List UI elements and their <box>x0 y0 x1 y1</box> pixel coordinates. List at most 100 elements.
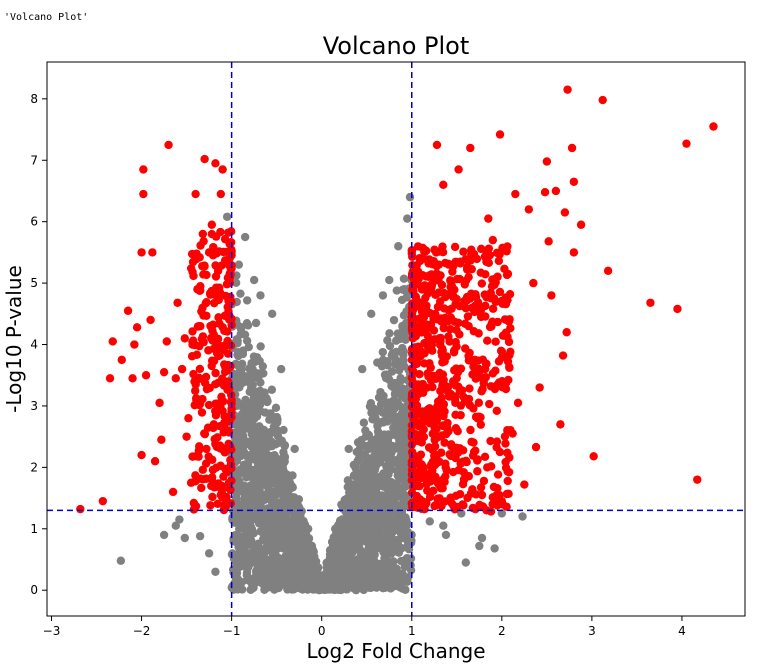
red-density-point <box>213 499 222 508</box>
red-density-point <box>459 392 468 402</box>
gray-density-point <box>284 490 293 499</box>
data-point <box>569 248 579 257</box>
y-tick-label: 7 <box>30 153 38 167</box>
gray-density-point <box>289 531 299 541</box>
red-density-point <box>451 491 461 501</box>
y-tick-label: 8 <box>30 92 38 106</box>
red-density-point <box>458 457 468 466</box>
data-point <box>105 374 115 383</box>
data-point <box>198 229 208 239</box>
data-point <box>159 367 169 377</box>
red-density-point <box>463 493 472 503</box>
red-density-point <box>454 382 463 392</box>
gray-density-point <box>349 471 359 480</box>
red-density-point <box>451 299 460 308</box>
gray-density-point <box>350 485 359 494</box>
data-point <box>682 139 691 148</box>
gray-density-point <box>279 512 288 522</box>
red-density-point <box>202 311 211 320</box>
red-density-point <box>488 493 497 502</box>
gray-density-point <box>232 559 241 568</box>
red-density-point <box>440 304 449 313</box>
gray-density-point <box>345 547 354 557</box>
gray-density-point <box>275 536 285 546</box>
red-density-point <box>493 317 502 327</box>
data-point <box>488 235 498 245</box>
red-density-point <box>438 248 448 257</box>
data-point <box>207 475 217 484</box>
red-density-point <box>201 459 211 468</box>
red-density-point <box>478 355 488 364</box>
red-density-point <box>501 439 510 448</box>
data-point <box>524 205 534 214</box>
red-density-point <box>226 485 235 495</box>
red-density-point <box>196 474 205 483</box>
data-point <box>551 186 561 196</box>
red-density-point <box>226 442 235 451</box>
red-density-point <box>464 351 473 361</box>
red-density-point <box>205 289 215 298</box>
red-density-point <box>188 327 197 336</box>
red-density-point <box>219 472 228 481</box>
x-tick-label: −1 <box>223 624 241 638</box>
data-point <box>180 533 189 543</box>
red-density-point <box>485 399 494 409</box>
red-density-point <box>425 492 435 502</box>
data-point <box>130 340 139 349</box>
data-point <box>195 531 205 541</box>
data-point <box>673 304 682 314</box>
gray-density-point <box>274 471 283 481</box>
red-density-point <box>504 375 513 385</box>
red-density-point <box>497 377 507 386</box>
red-density-point <box>492 406 501 415</box>
gray-density-point <box>283 500 293 509</box>
gray-density-point <box>341 507 351 517</box>
gray-density-point <box>262 492 272 501</box>
red-density-point <box>486 462 496 471</box>
gray-density-point <box>362 569 371 579</box>
red-density-point <box>216 342 225 351</box>
data-point <box>211 567 220 576</box>
red-density-point <box>196 241 205 250</box>
red-density-point <box>481 312 490 321</box>
red-density-point <box>197 408 207 417</box>
gray-density-point <box>396 373 405 383</box>
gray-density-point <box>237 426 246 436</box>
gray-density-point <box>292 556 302 565</box>
x-tick-label: 3 <box>588 624 596 638</box>
red-density-point <box>200 429 210 439</box>
gray-density-point <box>270 569 279 579</box>
red-density-point <box>452 342 461 351</box>
gray-density-point <box>398 321 407 331</box>
gray-density-point <box>299 583 308 592</box>
red-density-point <box>473 467 482 476</box>
gray-density-point <box>361 426 370 435</box>
data-point <box>457 509 466 518</box>
red-density-point <box>220 326 229 336</box>
data-point <box>576 220 586 229</box>
gray-density-point <box>268 452 277 461</box>
red-density-point <box>192 254 201 264</box>
gray-density-point <box>399 421 408 430</box>
data-point <box>439 180 448 190</box>
red-density-point <box>461 276 471 285</box>
gray-density-point <box>351 562 360 571</box>
red-density-point <box>200 378 210 388</box>
gray-density-point <box>256 342 265 351</box>
gray-density-point <box>355 523 365 532</box>
red-density-point <box>417 473 427 483</box>
data-point <box>173 298 182 307</box>
gray-density-point <box>255 508 264 517</box>
red-density-point <box>470 355 480 365</box>
data-point <box>569 177 579 186</box>
data-point <box>202 444 211 454</box>
gray-density-point <box>242 296 252 305</box>
red-density-point <box>488 369 498 378</box>
gray-density-point <box>386 431 395 440</box>
red-density-point <box>226 362 235 372</box>
red-density-point <box>188 340 197 349</box>
red-density-point <box>446 451 456 461</box>
gray-density-point <box>296 534 306 543</box>
gray-density-point <box>232 335 241 344</box>
red-density-point <box>451 398 460 407</box>
